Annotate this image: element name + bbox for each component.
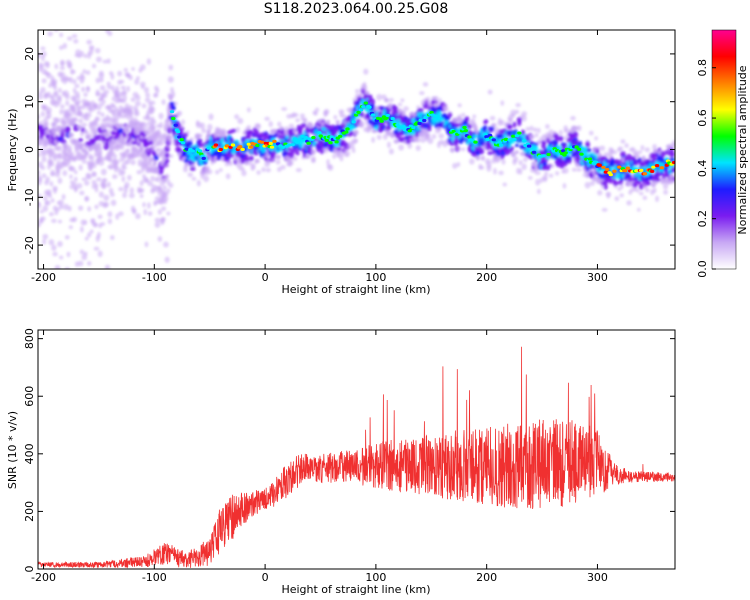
snr-frame: [37, 329, 676, 570]
snr-y-tick-label: 600: [23, 386, 36, 407]
snr-x-axis-label: Height of straight line (km): [281, 583, 430, 596]
colorbar-tick-label: 0.4: [696, 160, 709, 178]
snr-y-tick-label: 200: [23, 501, 36, 522]
spectrogram-y-tick-label: 0: [23, 146, 36, 153]
snr-series-line: [38, 346, 675, 569]
snr-y-axis-label: SNR (10 * v/v): [6, 411, 19, 489]
spectrogram-x-tick-label: 300: [587, 271, 608, 284]
spectrogram-x-tick-label: 200: [476, 271, 497, 284]
page-title: S118.2023.064.00.25.G08: [263, 1, 449, 17]
snr-y-tick-label: 800: [23, 328, 36, 349]
colorbar-label: Normalized spectral amplitude: [736, 65, 749, 234]
spectrogram-ridge: [169, 101, 675, 177]
snr-chart: -200 -100 0 100 200 300 0 200 400 600 800 Height o…: [6, 328, 676, 596]
snr-x-tick-label: 300: [587, 571, 608, 584]
snr-x-tick-label: -200: [31, 571, 56, 584]
spectrogram-x-tick-label: 100: [365, 271, 386, 284]
snr-x-tick-label: 200: [476, 571, 497, 584]
spectrogram-y-tick-label: 10: [23, 95, 36, 109]
spectrogram-y-tick-label: -10: [23, 188, 36, 206]
colorbar-tick-label: 0.6: [696, 109, 709, 127]
colorbar-tick-label: 0.8: [696, 59, 709, 77]
colorbar-tick-label: 0.2: [696, 210, 709, 228]
snr-x-tick-label: 0: [262, 571, 269, 584]
spectrogram-x-tick-label: 0: [262, 271, 269, 284]
spectrogram-x-axis-label: Height of straight line (km): [281, 283, 430, 296]
colorbar-tick-label: 0.0: [696, 260, 709, 278]
snr-x-tick-label: 100: [365, 571, 386, 584]
spectrogram-y-axis-label: Frequency (Hz): [6, 109, 19, 192]
snr-y-tick-label: 0: [23, 566, 36, 573]
spectrogram-x-tick-label: -200: [31, 271, 56, 284]
colorbar: [711, 29, 737, 270]
snr-x-tick-label: -100: [142, 571, 167, 584]
spectrogram-y-tick-label: 20: [23, 47, 36, 61]
spectrogram-y-tick-label: -20: [23, 236, 36, 254]
spectrogram-x-tick-label: -100: [142, 271, 167, 284]
snr-y-tick-label: 400: [23, 443, 36, 464]
